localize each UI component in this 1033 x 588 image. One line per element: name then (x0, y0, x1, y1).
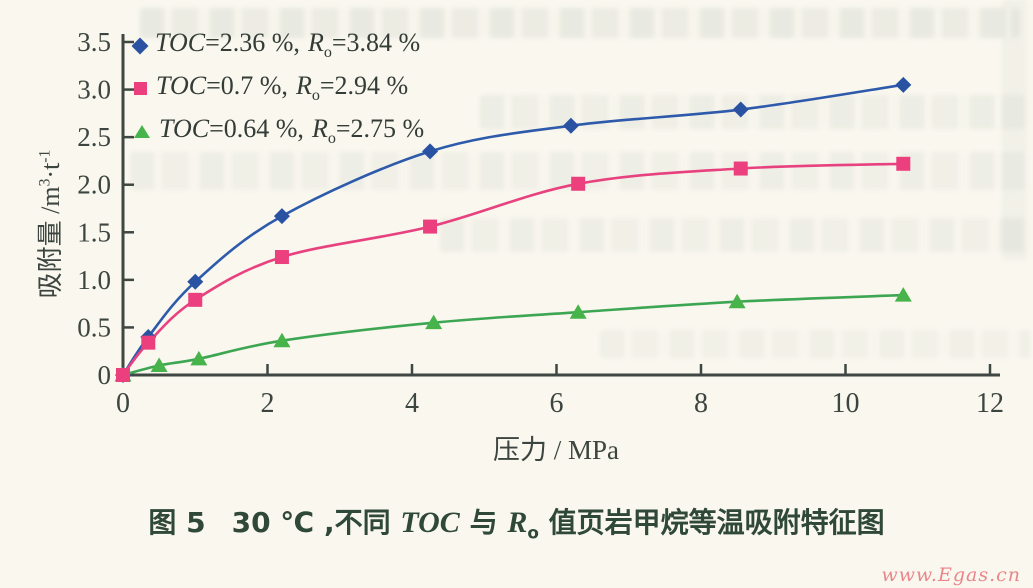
bleed-through-text (1002, 0, 1033, 260)
site-watermark: www.Egas.cn (881, 564, 1021, 586)
triangle-marker (273, 332, 291, 348)
x-tick-label: 8 (694, 388, 708, 419)
x-tick-label: 0 (116, 388, 130, 419)
square-marker-icon (134, 82, 147, 95)
y-tick-label: 3.0 (77, 75, 111, 105)
methane-adsorption-isotherm-chart: 0 2 4 6 8 10 12 0 0.5 1.0 1.5 2.0 2.5 3.0 3.5 (77, 27, 1004, 419)
diamond-marker (895, 76, 912, 93)
diamond-marker (732, 101, 749, 118)
triangle-marker (150, 357, 168, 372)
triangle-marker (190, 350, 208, 366)
y-tick-label: 0.5 (77, 312, 111, 342)
bleed-through-text (440, 218, 1028, 252)
y-tick-label: 2.5 (77, 122, 111, 152)
x-axis-title: 压力 / MPa (492, 435, 619, 465)
figure-caption: 图 5 30 ℃ ,不同 TOC 与 Ro 值页岩甲烷等温吸附特征图 (148, 506, 885, 543)
series-line-1 (121, 162, 905, 377)
x-tick-label: 10 (832, 388, 860, 419)
triangle-marker (894, 287, 912, 302)
square-marker (733, 161, 748, 176)
diamond-marker (187, 273, 204, 290)
y-tick-label: 0 (98, 360, 112, 390)
square-marker (188, 292, 203, 307)
y-tick-label: 2.0 (77, 170, 111, 200)
triangle-marker (425, 314, 443, 330)
legend-item: TOC=0.64 %, Ro=2.75 % (134, 110, 424, 153)
triangle-marker-icon (134, 125, 150, 138)
diamond-marker (273, 208, 290, 225)
chart-legend: TOC=2.36 %, Ro=3.84 % TOC=0.7 %, Ro=2.94 %… (131, 24, 424, 153)
x-tick-label: 12 (976, 388, 1004, 419)
diamond-marker (422, 143, 439, 160)
square-marker (116, 368, 130, 382)
y-tick-label: 1.5 (77, 217, 111, 247)
series-line-2 (121, 293, 905, 377)
bleed-through-text (600, 330, 1030, 358)
legend-item: TOC=0.7 %, Ro=2.94 % (134, 67, 424, 110)
square-marker (274, 250, 289, 265)
legend-item-label: TOC=0.7 %, Ro=2.94 % (156, 71, 409, 105)
triangle-marker (569, 304, 587, 319)
square-marker (571, 176, 586, 191)
y-axis-title: 吸附量 /m3·t-1 (36, 149, 65, 299)
diamond-marker-icon (131, 37, 149, 54)
x-tick-label: 6 (550, 388, 564, 419)
x-tick-label: 2 (261, 388, 275, 419)
triangle-marker (728, 293, 746, 309)
legend-item-label: TOC=2.36 %, Ro=3.84 % (155, 28, 421, 62)
y-tick-label: 1.0 (77, 265, 111, 295)
y-tick-label: 3.5 (77, 27, 111, 57)
legend-item: TOC=2.36 %, Ro=3.84 % (131, 24, 424, 67)
legend-item-label: TOC=0.64 %, Ro=2.75 % (159, 114, 425, 148)
x-tick-label: 4 (405, 388, 419, 419)
diamond-marker (562, 117, 579, 134)
square-marker (896, 156, 911, 171)
square-marker (423, 219, 438, 234)
bleed-through-text (140, 8, 1020, 38)
square-marker (141, 335, 156, 350)
